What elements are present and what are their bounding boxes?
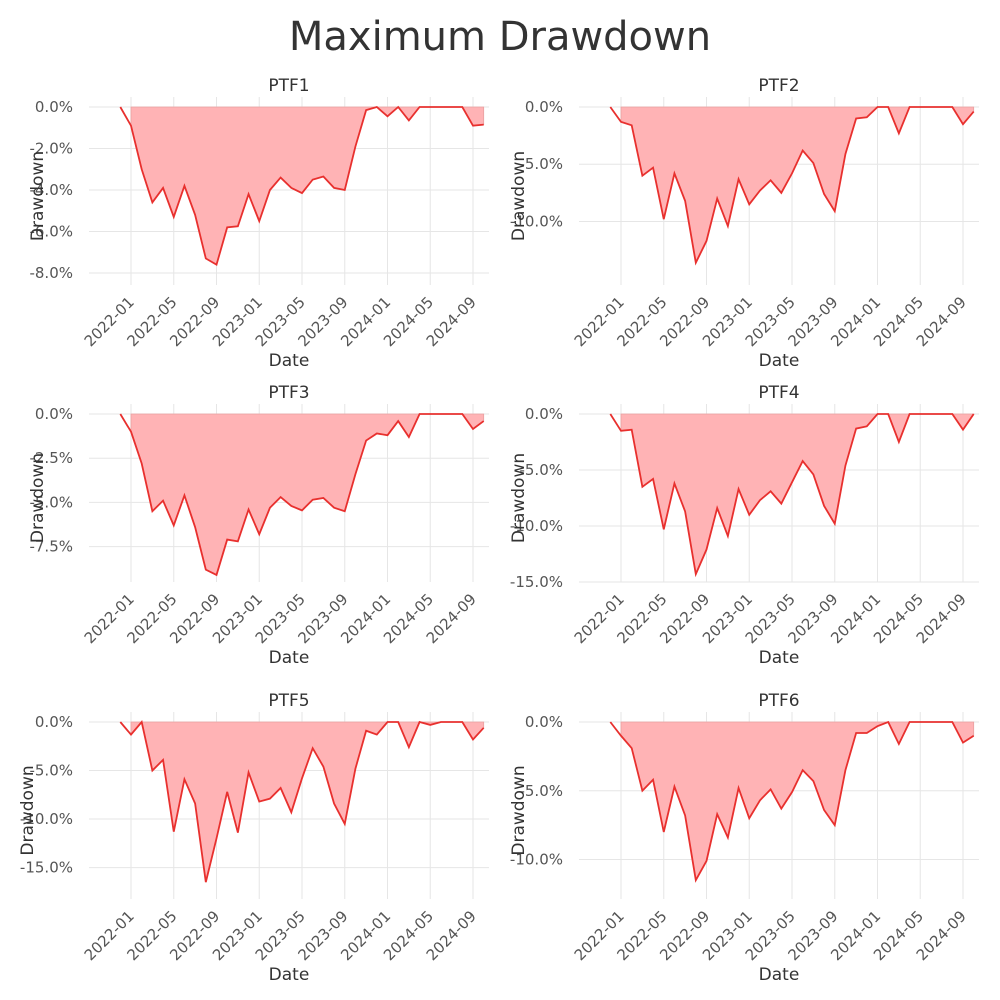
drawdown-area: [620, 413, 975, 576]
y-tick-label: 0.0%: [525, 405, 563, 423]
x-axis-label: Date: [269, 965, 310, 985]
chart-panel-5: 0.0%-5.0%-10.0%-15.0%2022-012022-052022-…: [18, 691, 489, 985]
y-tick-label: -15.0%: [20, 859, 73, 877]
panel-title: PTF4: [758, 383, 799, 403]
drawdown-line: [119, 413, 485, 577]
chart-panel-1: 0.0%-2.0%-4.0%-6.0%-8.0%2022-012022-0520…: [28, 76, 489, 371]
drawdown-line: [119, 720, 485, 883]
y-axis-label: Drawdown: [28, 151, 48, 241]
drawdown-line: [119, 105, 484, 267]
y-tick-label: -15.0%: [510, 573, 563, 591]
y-tick-label: -5.0%: [29, 493, 73, 511]
y-tick-label: -2.5%: [29, 449, 73, 467]
y-tick-label: -2.0%: [29, 140, 73, 158]
y-tick-label: -7.5%: [29, 538, 73, 556]
y-tick-label: 0.0%: [35, 98, 73, 116]
chart-panel-3: 0.0%-2.5%-5.0%-7.5%2022-012022-052022-09…: [28, 383, 489, 668]
y-tick-label: 0.0%: [35, 713, 73, 731]
panel-title: PTF1: [268, 76, 309, 96]
chart-panel-4: 0.0%-5.0%-10.0%-15.0%2022-012022-052022-…: [509, 383, 979, 668]
x-axis-label: Date: [759, 351, 800, 371]
panel-title: PTF2: [758, 76, 799, 96]
x-axis-label: Date: [269, 351, 310, 371]
y-tick-label: -8.0%: [29, 264, 73, 282]
y-tick-label: -5.0%: [29, 762, 73, 780]
y-axis-label: Drawdown: [18, 765, 38, 855]
y-axis-label: Drawdown: [509, 453, 529, 543]
y-tick-label: -10.0%: [510, 517, 563, 535]
y-tick-label: 0.0%: [525, 713, 563, 731]
x-axis-label: Date: [759, 965, 800, 985]
panels: 0.0%-2.0%-4.0%-6.0%-8.0%2022-012022-0520…: [18, 76, 979, 985]
chart-panel-6: 0.0%-5.0%-10.0%2022-012022-052022-092023…: [509, 691, 979, 985]
y-tick-label: 0.0%: [525, 98, 563, 116]
drawdown-line: [609, 106, 975, 266]
y-tick-label: -5.0%: [519, 461, 563, 479]
y-tick-label: -5.0%: [519, 155, 563, 173]
panel-title: PTF5: [268, 691, 309, 711]
figure-title: Maximum Drawdown: [289, 14, 711, 60]
y-axis-label: Drawdown: [509, 765, 529, 855]
y-tick-label: -10.0%: [20, 810, 73, 828]
y-tick-label: -10.0%: [510, 851, 563, 869]
y-tick-label: -4.0%: [29, 181, 73, 199]
y-tick-label: -5.0%: [519, 782, 563, 800]
y-tick-label: -6.0%: [29, 223, 73, 241]
drawdown-area: [620, 106, 975, 264]
y-axis-label: Drawdown: [509, 151, 529, 241]
chart-panel-2: 0.0%-5.0%-10.0%2022-012022-052022-092023…: [509, 76, 979, 371]
panel-title: PTF6: [758, 691, 799, 711]
drawdown-line: [609, 413, 975, 578]
panel-title: PTF3: [268, 383, 309, 403]
y-axis-label: Drawdown: [28, 453, 48, 543]
drawdown-area: [620, 721, 975, 882]
y-tick-label: 0.0%: [35, 405, 73, 423]
x-axis-label: Date: [759, 648, 800, 668]
x-axis-label: Date: [269, 648, 310, 668]
y-tick-label: -10.0%: [510, 212, 563, 230]
drawdown-line: [609, 720, 975, 883]
drawdown-area: [130, 721, 485, 883]
